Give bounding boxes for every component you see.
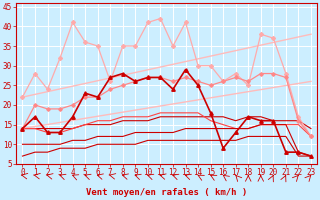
X-axis label: Vent moyen/en rafales ( km/h ): Vent moyen/en rafales ( km/h ) bbox=[86, 188, 247, 197]
